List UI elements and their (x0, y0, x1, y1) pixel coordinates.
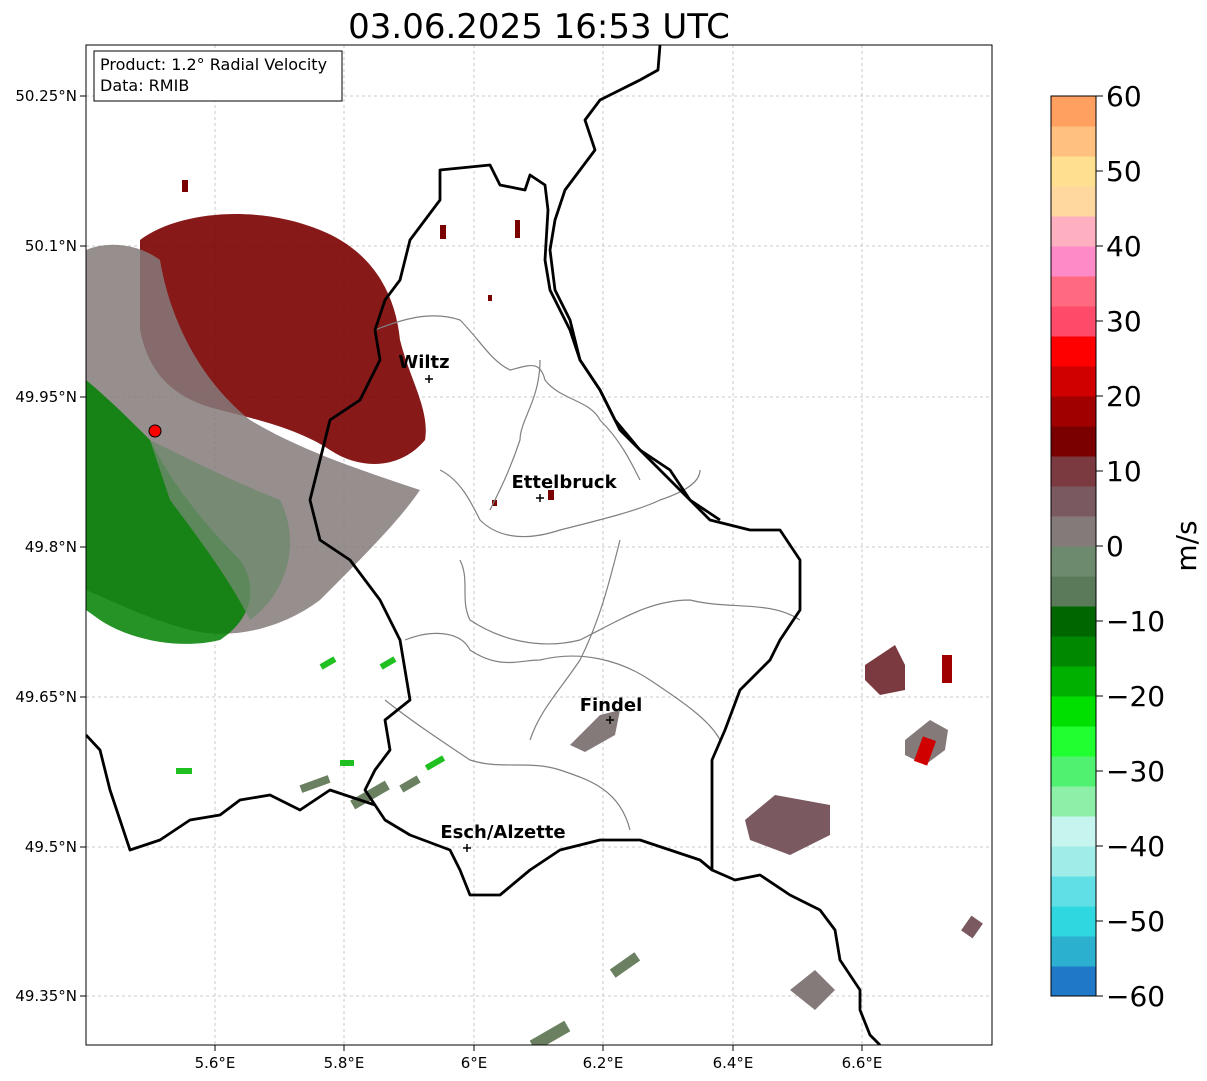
colorbar-tick-label: 10 (1106, 455, 1142, 488)
city-label-esch-alzette: Esch/Alzette (440, 822, 565, 843)
colorbar-unit-label: m/s (1170, 520, 1203, 571)
colorbar-tick-label: −30 (1106, 755, 1165, 788)
radar-site-marker (148, 424, 162, 438)
colorbar-band (1051, 246, 1096, 277)
colorbar-ticks: 60 50 40 30 20 10 0 −10 −20 −30 −40 −50 −60 (1096, 80, 1165, 1013)
colorbar-tick-label: 20 (1106, 380, 1142, 413)
colorbar-band (1051, 966, 1096, 997)
echo-cell-east-5 (745, 795, 830, 855)
city-label-findel: Findel (580, 695, 643, 716)
colorbar-tick-label: −50 (1106, 905, 1165, 938)
colorbar-tick-label: −60 (1106, 980, 1165, 1013)
colorbar-band (1051, 666, 1096, 697)
france-germany-border (711, 868, 881, 1045)
colorbar-band (1051, 276, 1096, 307)
product-label: Product: 1.2° Radial Velocity (100, 55, 327, 74)
echo-cell-east-3 (913, 736, 937, 766)
lat-tick-label: 49.35°N (15, 987, 77, 1005)
colorbar-tick-label: −20 (1106, 680, 1165, 713)
near-zero-echo-region (150, 440, 290, 620)
echo-speckles-green (176, 656, 446, 774)
city-label-wiltz: Wiltz (398, 352, 449, 373)
echo-cell-east-7 (961, 915, 983, 939)
colorbar-band (1051, 126, 1096, 157)
colorbar-tick-label: 30 (1106, 305, 1142, 338)
colorbar-tick-label: 50 (1106, 155, 1142, 188)
belgium-france-border (86, 734, 376, 852)
colorbar-band (1051, 156, 1096, 187)
longitude-axis: 5.6°E 5.8°E 6°E 6.2°E 6.4°E 6.6°E (195, 1045, 883, 1072)
colorbar-band (1051, 306, 1096, 337)
colorbar-band (1051, 696, 1096, 727)
lat-tick-label: 50.1°N (25, 237, 77, 255)
country-borders (86, 45, 881, 1045)
city-label-ettelbruck: Ettelbruck (511, 472, 617, 493)
map-frame (85, 44, 993, 1046)
lat-tick-label: 49.95°N (15, 388, 77, 406)
lon-tick-label: 6.4°E (713, 1054, 754, 1072)
colorbar-band (1051, 336, 1096, 367)
colorbar-band (1051, 216, 1096, 247)
canton-boundaries (374, 315, 801, 831)
colorbar-band (1051, 546, 1096, 577)
colorbar-band (1051, 846, 1096, 877)
city-markers (425, 375, 614, 852)
latitude-axis: 50.25°N 50.1°N 49.95°N 49.8°N 49.65°N 49… (15, 87, 86, 1005)
data-source-label: Data: RMIB (100, 76, 189, 95)
lon-tick-label: 5.6°E (195, 1054, 236, 1072)
echo-cell-east-6 (790, 970, 835, 1010)
colorbar-band (1051, 186, 1096, 217)
colorbar-band (1051, 816, 1096, 847)
colorbar-tick-label: 60 (1106, 80, 1142, 113)
colorbar-band (1051, 906, 1096, 937)
echo-speckles (182, 180, 554, 506)
echo-cell-east-4 (942, 655, 952, 683)
map-title: 03.06.2025 16:53 UTC (348, 7, 730, 47)
echo-cell-east-1 (865, 645, 905, 695)
info-box (93, 50, 343, 102)
colorbar-tick-label: −10 (1106, 605, 1165, 638)
lon-tick-label: 6°E (461, 1054, 488, 1072)
colorbar-band (1051, 516, 1096, 547)
colorbar-tick-label: 0 (1106, 530, 1124, 563)
colorbar-tick-label: 40 (1106, 230, 1142, 263)
colorbar-band (1051, 936, 1096, 967)
colorbar-band (1051, 426, 1096, 457)
colorbar-band (1051, 396, 1096, 427)
colorbar-band (1051, 636, 1096, 667)
colorbar-band (1051, 786, 1096, 817)
colorbar-band (1051, 456, 1096, 487)
colorbar-band (1051, 366, 1096, 397)
colorbar-band (1051, 876, 1096, 907)
lon-tick-label: 5.8°E (324, 1054, 365, 1072)
colorbar-band (1051, 576, 1096, 607)
germany-belgium-east-border (548, 45, 721, 522)
velocity-echoes (86, 180, 983, 1045)
colorbar-bands (1051, 96, 1096, 997)
colorbar-band (1051, 96, 1096, 127)
colorbar-band (1051, 606, 1096, 637)
colorbar: 60 50 40 30 20 10 0 −10 −20 −30 −40 −50 −60 m/s (1050, 80, 1203, 1013)
colorbar-band (1051, 486, 1096, 517)
lon-tick-label: 6.6°E (842, 1054, 883, 1072)
lat-tick-label: 49.8°N (25, 538, 77, 556)
colorbar-tick-label: −40 (1106, 830, 1165, 863)
lon-tick-label: 6.2°E (583, 1054, 624, 1072)
colorbar-band (1051, 756, 1096, 787)
inbound-echo-region (86, 380, 251, 644)
lat-tick-label: 49.5°N (25, 838, 77, 856)
lat-tick-label: 50.25°N (15, 87, 77, 105)
lat-tick-label: 49.65°N (15, 688, 77, 706)
colorbar-band (1051, 726, 1096, 757)
